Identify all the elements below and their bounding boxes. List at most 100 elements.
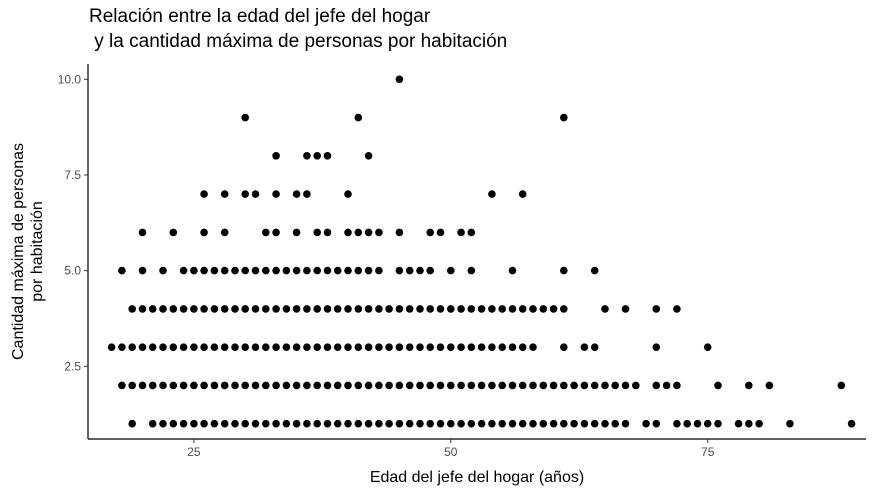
- data-point: [364, 152, 373, 160]
- data-point: [673, 381, 681, 390]
- data-point: [303, 343, 311, 352]
- data-point: [138, 381, 147, 390]
- data-point: [292, 419, 301, 428]
- data-point: [200, 228, 208, 237]
- data-point: [344, 228, 352, 237]
- data-point: [488, 419, 496, 428]
- data-point: [118, 381, 126, 390]
- data-point: [303, 190, 311, 198]
- x-axis-ticks: 25 50 75: [187, 439, 715, 459]
- data-point: [457, 305, 465, 313]
- data-point: [220, 228, 229, 237]
- data-point: [251, 381, 260, 390]
- data-point: [179, 266, 188, 275]
- y-tick-label: 10.0: [58, 72, 82, 86]
- data-point: [745, 419, 753, 428]
- data-point: [241, 190, 249, 198]
- data-point: [395, 228, 404, 237]
- data-point: [292, 305, 301, 313]
- data-point: [457, 228, 465, 237]
- chart-title-line-1: Relación entre la edad del jefe del hoga…: [89, 6, 431, 27]
- data-point: [477, 419, 486, 428]
- data-point: [498, 343, 507, 352]
- data-point: [333, 343, 342, 352]
- data-point: [560, 266, 568, 275]
- data-point: [539, 305, 548, 313]
- data-point: [652, 305, 661, 313]
- data-point: [518, 190, 527, 198]
- data-point: [292, 343, 301, 352]
- data-point: [303, 266, 311, 275]
- data-point: [498, 419, 507, 428]
- data-point: [745, 381, 753, 390]
- data-point: [272, 381, 280, 390]
- data-point: [765, 381, 774, 390]
- data-point: [560, 381, 568, 390]
- data-point: [190, 381, 198, 390]
- data-point: [148, 381, 157, 390]
- data-point: [333, 266, 342, 275]
- data-point: [416, 343, 424, 352]
- data-point: [190, 419, 198, 428]
- x-tick-label: 75: [701, 445, 715, 459]
- data-point: [148, 419, 157, 428]
- data-point: [549, 419, 558, 428]
- data-point: [231, 305, 239, 313]
- data-point: [272, 266, 280, 275]
- data-point: [354, 113, 363, 122]
- data-point: [333, 419, 342, 428]
- data-point: [570, 419, 578, 428]
- data-point: [241, 266, 249, 275]
- data-point: [107, 343, 116, 352]
- data-point: [231, 266, 239, 275]
- data-point: [601, 381, 609, 390]
- data-point: [508, 419, 517, 428]
- data-point: [200, 305, 208, 313]
- data-point: [436, 381, 445, 390]
- data-point: [642, 419, 650, 428]
- data-point: [220, 266, 229, 275]
- data-point: [518, 343, 527, 352]
- data-point: [354, 228, 363, 237]
- data-point: [220, 381, 229, 390]
- data-point: [200, 419, 208, 428]
- data-point: [303, 419, 311, 428]
- data-point: [220, 343, 229, 352]
- data-point: [169, 381, 178, 390]
- data-point: [313, 152, 322, 160]
- data-point: [179, 419, 188, 428]
- data-point: [786, 419, 794, 428]
- data-point: [467, 419, 476, 428]
- data-point: [436, 305, 445, 313]
- data-point: [488, 305, 496, 313]
- data-point: [282, 419, 291, 428]
- data-point: [169, 343, 178, 352]
- data-point: [549, 381, 558, 390]
- data-point: [118, 343, 126, 352]
- data-point: [272, 228, 280, 237]
- data-point: [580, 419, 589, 428]
- points-layer: [107, 75, 856, 428]
- data-point: [375, 305, 383, 313]
- data-point: [549, 305, 558, 313]
- data-point: [385, 305, 393, 313]
- y-axis-ticks: 2.5 5.0 7.5 10.0: [58, 72, 88, 373]
- data-point: [673, 305, 681, 313]
- data-point: [179, 343, 188, 352]
- data-point: [375, 343, 383, 352]
- data-point: [344, 190, 352, 198]
- data-point: [518, 419, 527, 428]
- data-point: [210, 266, 219, 275]
- y-axis-title: Cantidad máxima de personas por habitaci…: [10, 143, 46, 360]
- data-point: [457, 343, 465, 352]
- data-point: [385, 381, 393, 390]
- data-point: [477, 381, 486, 390]
- x-tick-label: 50: [444, 445, 458, 459]
- data-point: [241, 381, 249, 390]
- data-point: [344, 419, 352, 428]
- data-point: [457, 419, 465, 428]
- data-point: [354, 266, 363, 275]
- data-point: [251, 419, 260, 428]
- chart-title-line-2: y la cantidad máxima de personas por hab…: [89, 31, 508, 52]
- data-point: [262, 266, 270, 275]
